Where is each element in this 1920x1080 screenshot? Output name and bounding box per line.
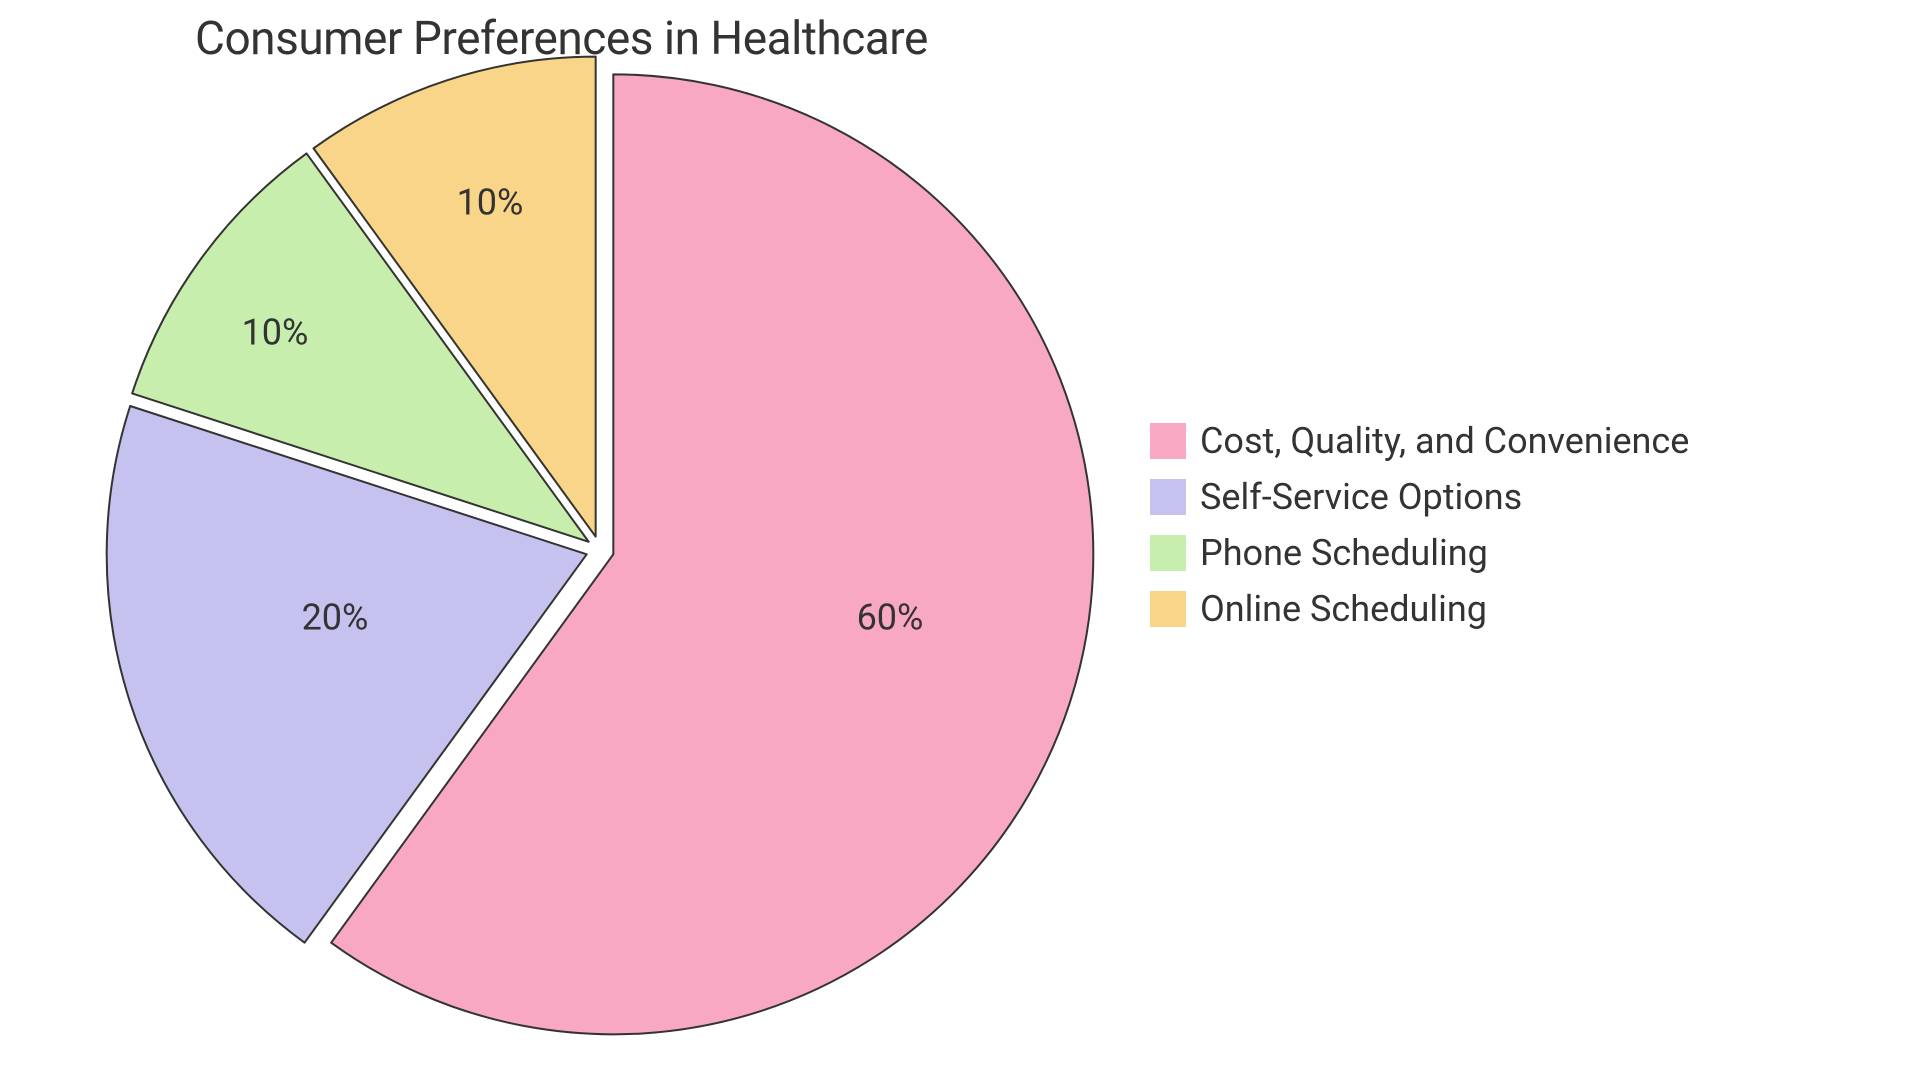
slice-percent-label: 10% [457, 182, 524, 224]
legend-item: Online Scheduling [1150, 588, 1689, 630]
legend-label: Phone Scheduling [1200, 532, 1488, 574]
legend-label: Online Scheduling [1200, 588, 1487, 630]
legend-label: Self-Service Options [1200, 476, 1522, 518]
legend-swatch [1150, 423, 1186, 459]
slice-percent-label: 60% [857, 597, 924, 639]
legend-item: Phone Scheduling [1150, 532, 1689, 574]
legend-label: Cost, Quality, and Convenience [1200, 420, 1689, 462]
legend-swatch [1150, 591, 1186, 627]
legend-item: Self-Service Options [1150, 476, 1689, 518]
slice-percent-label: 10% [242, 312, 309, 354]
legend: Cost, Quality, and Convenience Self-Servi… [1150, 420, 1689, 630]
legend-swatch [1150, 535, 1186, 571]
slice-percent-label: 20% [302, 597, 369, 639]
legend-swatch [1150, 479, 1186, 515]
chart-container: Consumer Preferences in Healthcare 60%20… [0, 0, 1920, 1080]
legend-item: Cost, Quality, and Convenience [1150, 420, 1689, 462]
